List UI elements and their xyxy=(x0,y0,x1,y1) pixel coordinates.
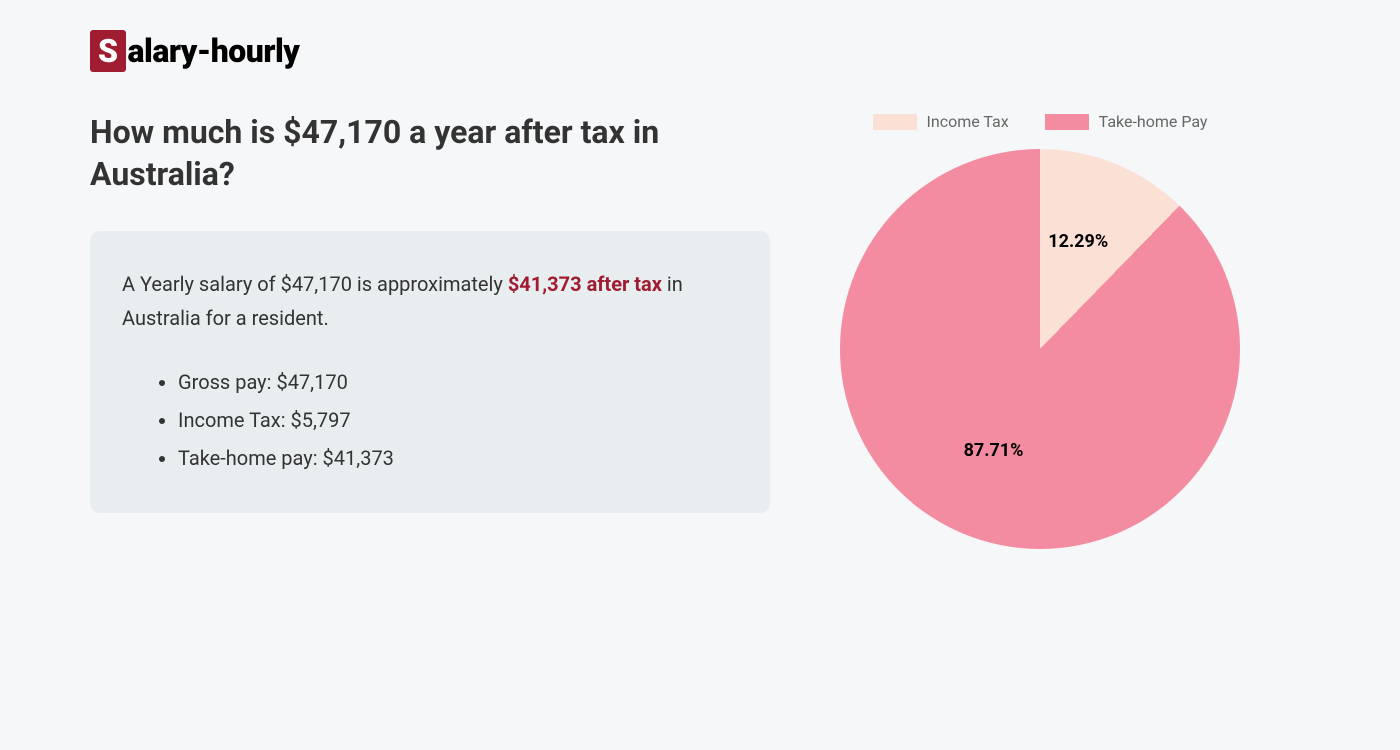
summary-text: A Yearly salary of $47,170 is approximat… xyxy=(122,267,738,335)
main-container: How much is $47,170 a year after tax in … xyxy=(90,112,1310,549)
logo-prefix: S xyxy=(90,30,126,72)
pie-label-tax: 12.29% xyxy=(1048,231,1108,252)
list-item: Gross pay: $47,170 xyxy=(178,363,738,401)
list-item: Income Tax: $5,797 xyxy=(178,401,738,439)
brand-logo: Salary-hourly xyxy=(90,30,1310,72)
legend-swatch-tax xyxy=(873,114,917,130)
list-item: Take-home pay: $41,373 xyxy=(178,439,738,477)
pie-graphic xyxy=(840,149,1240,549)
legend-label-tax: Income Tax xyxy=(927,112,1009,131)
chart-panel: Income Tax Take-home Pay 12.29% 87.71% xyxy=(830,112,1250,549)
page-title: How much is $47,170 a year after tax in … xyxy=(90,112,770,195)
legend-swatch-takehome xyxy=(1045,114,1089,130)
text-panel: How much is $47,170 a year after tax in … xyxy=(90,112,770,549)
info-box: A Yearly salary of $47,170 is approximat… xyxy=(90,231,770,513)
pie-chart: 12.29% 87.71% xyxy=(840,149,1240,549)
legend-item-takehome: Take-home Pay xyxy=(1045,112,1208,131)
legend-label-takehome: Take-home Pay xyxy=(1099,112,1208,131)
summary-pre: A Yearly salary of $47,170 is approximat… xyxy=(122,272,508,296)
summary-highlight: $41,373 after tax xyxy=(508,272,662,296)
logo-text: alary-hourly xyxy=(128,32,300,70)
pie-label-takehome: 87.71% xyxy=(964,440,1024,461)
legend-item-tax: Income Tax xyxy=(873,112,1009,131)
breakdown-list: Gross pay: $47,170 Income Tax: $5,797 Ta… xyxy=(122,363,738,477)
chart-legend: Income Tax Take-home Pay xyxy=(830,112,1250,131)
